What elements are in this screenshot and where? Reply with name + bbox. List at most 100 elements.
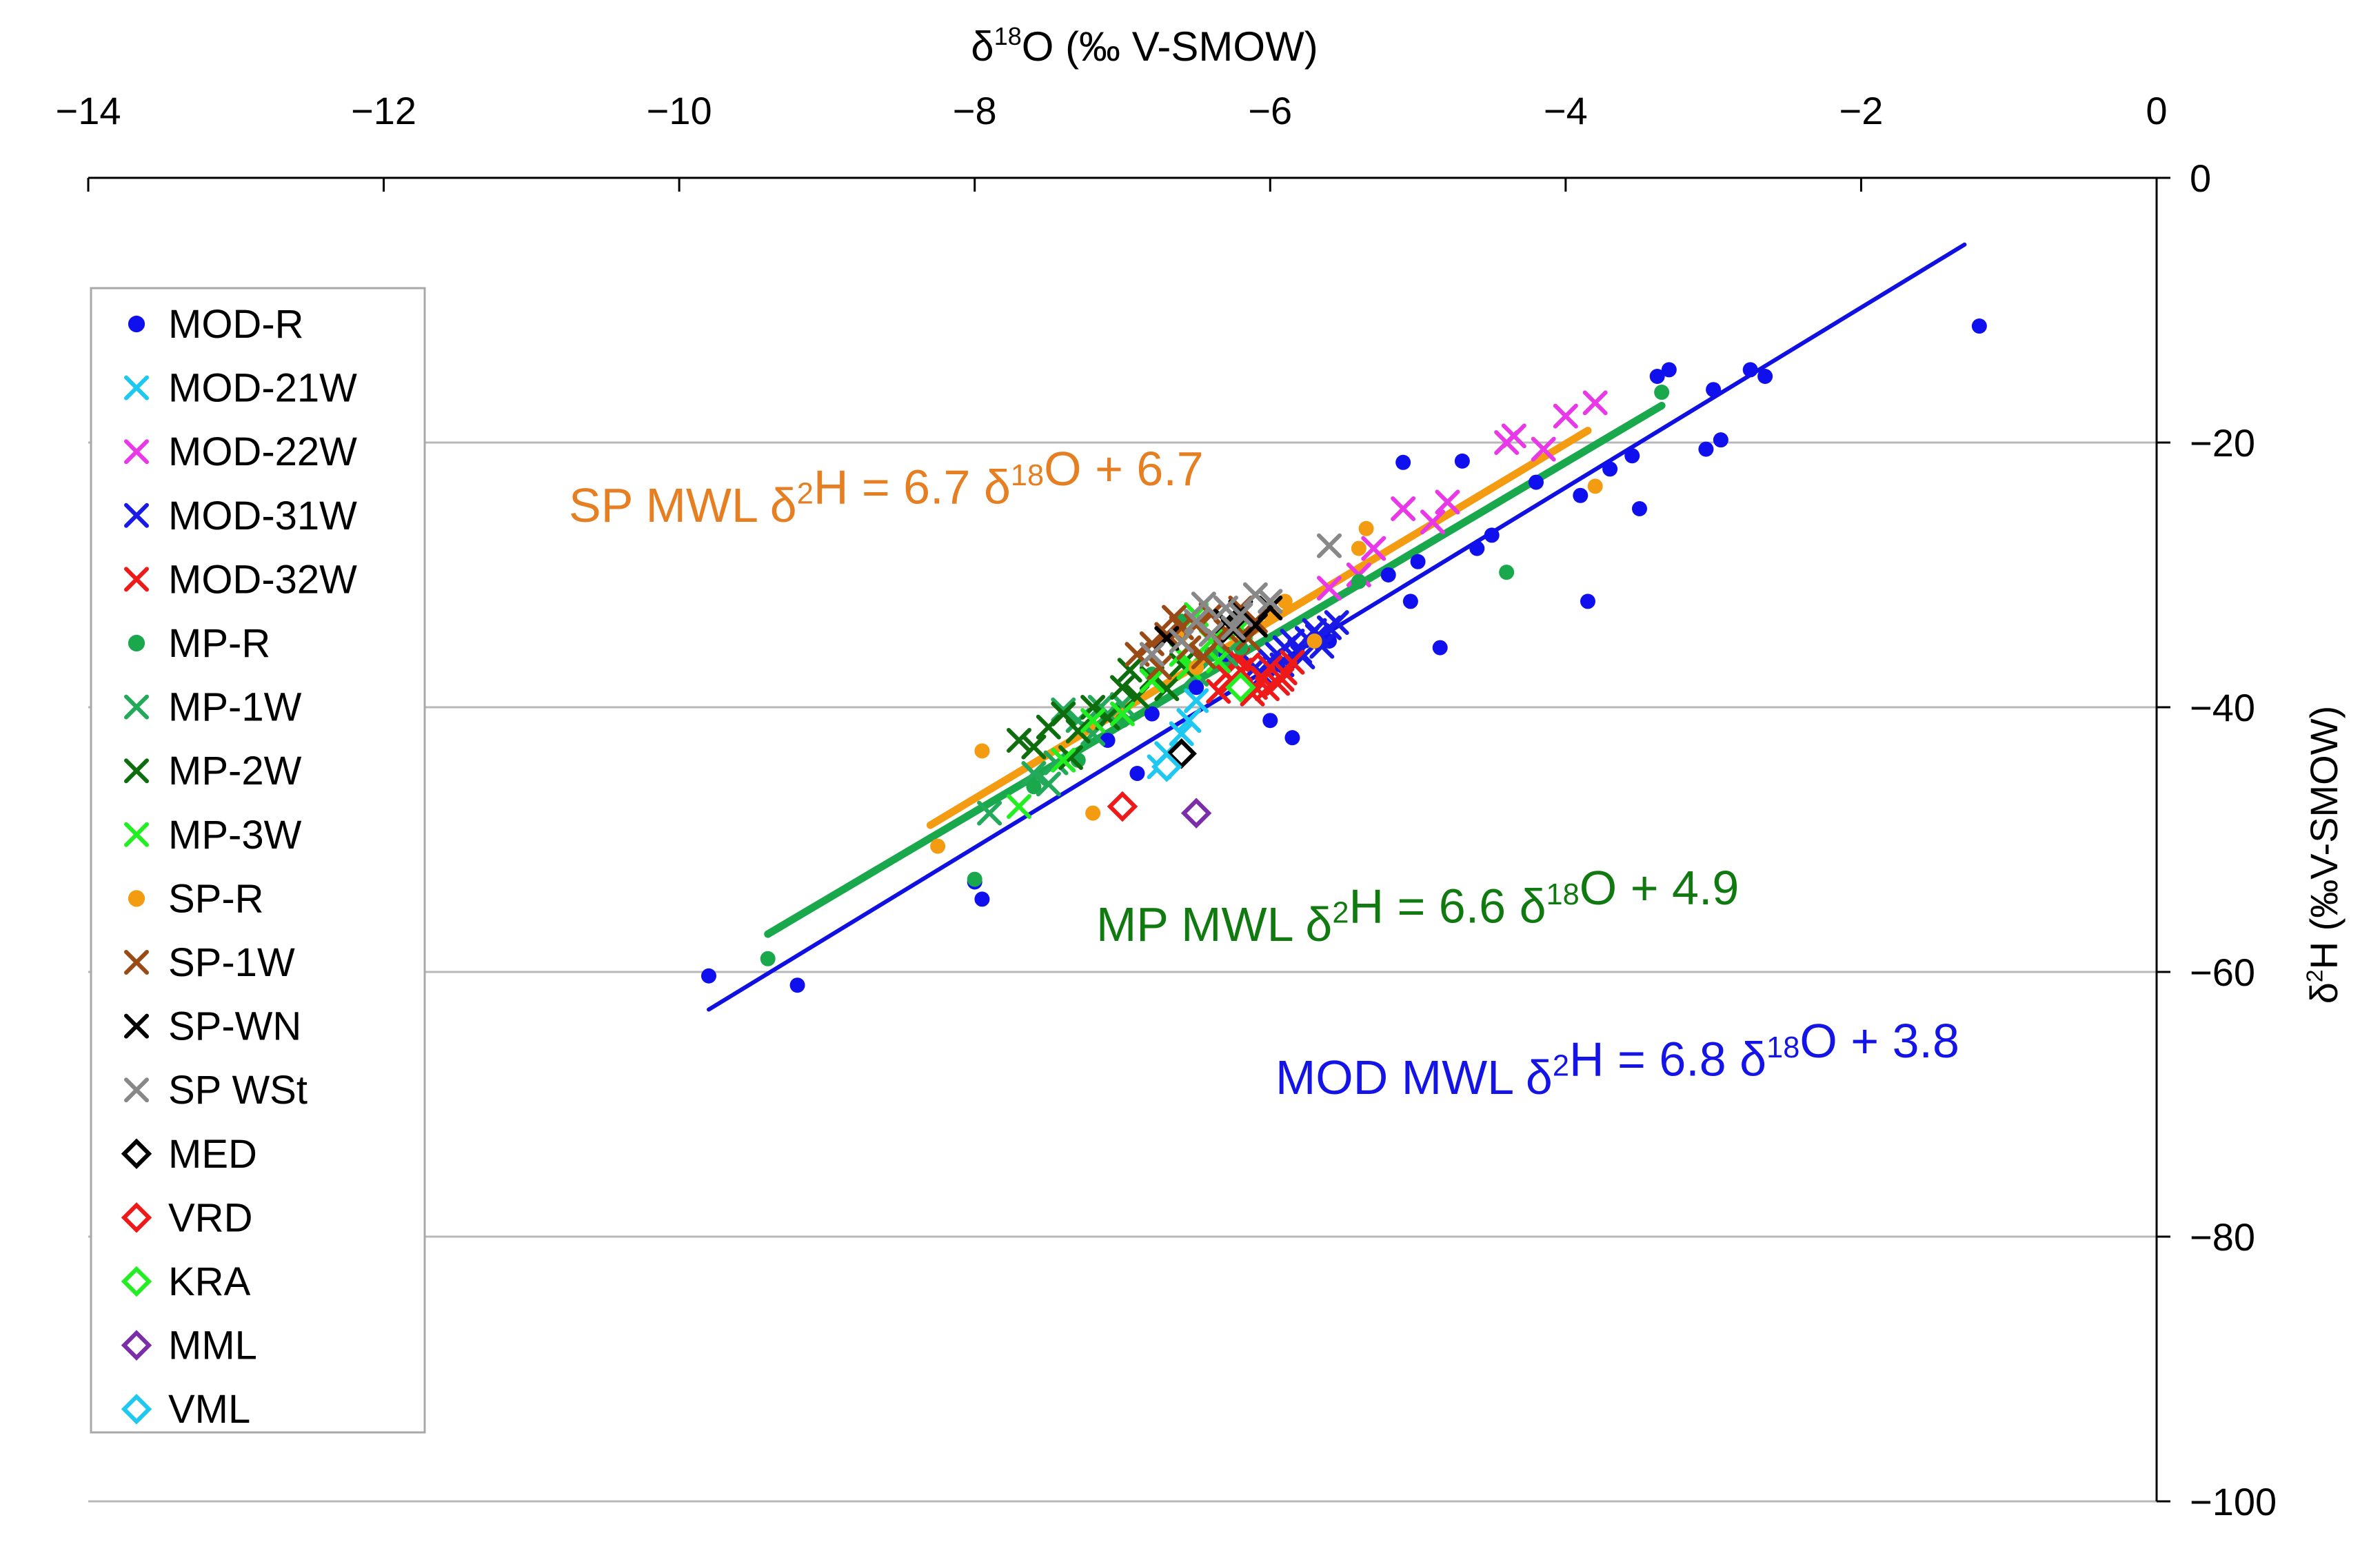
y-tick-label: −80 — [2190, 1215, 2255, 1259]
data-point-sp-1w — [1147, 655, 1172, 680]
legend-item-sp-1w: SP-1W — [124, 940, 295, 985]
data-point-sp-r — [1189, 660, 1204, 676]
data-point-mod-r — [1189, 680, 1204, 696]
data-point-sp-wst — [1242, 582, 1268, 607]
legend-item-mp-r: MP-R — [128, 621, 270, 666]
regression-lines-layer — [707, 242, 1967, 1012]
data-point-mod-22w — [1582, 390, 1608, 416]
legend-label: MOD-22W — [168, 429, 357, 474]
data-point-sp-r — [1085, 805, 1101, 821]
data-point-mod-r — [1602, 461, 1618, 477]
data-point-mp-2w — [1058, 744, 1083, 770]
series-kra — [1225, 671, 1256, 703]
equation-annotation-mod-mwl: MOD MWL δ2H = 6.8 δ18O + 3.8 — [1275, 1014, 1959, 1104]
data-point-mod-22w — [1391, 496, 1416, 521]
data-point-mod-22w — [1553, 403, 1578, 429]
legend-label: MOD-31W — [168, 494, 357, 538]
legend-label: VML — [168, 1387, 250, 1432]
legend-marker-mod-21w — [124, 375, 149, 400]
x-tick-label: −12 — [351, 89, 416, 132]
data-point-mod-r — [1402, 594, 1418, 609]
data-point-sp-r — [1587, 478, 1603, 494]
legend-label: MP-R — [168, 621, 270, 666]
series-sp-wst — [1139, 533, 1342, 667]
legend-item-med: MED — [121, 1132, 257, 1177]
y-tick-label: −100 — [2190, 1480, 2277, 1523]
data-point-mod-r — [1713, 432, 1728, 448]
data-point-mod-r — [1454, 453, 1470, 469]
data-point-mod-32w — [1255, 676, 1280, 702]
x-tick-label: −14 — [56, 89, 121, 132]
data-point-mp-2w — [1169, 652, 1194, 678]
data-point-mod-22w — [1361, 536, 1386, 561]
data-point-sp-wst — [1317, 533, 1342, 558]
data-point-mod-r — [1661, 362, 1677, 378]
legend-marker-vrd — [121, 1202, 152, 1233]
data-point-sp-wst — [1258, 589, 1283, 614]
data-point-mp-3w — [1051, 747, 1076, 773]
data-point-mod-r — [1144, 706, 1160, 722]
data-point-mp-r — [1654, 385, 1670, 400]
annotation-layer: SP MWL δ2H = 6.7 δ18O + 6.7 MP MWL δ2H = … — [569, 442, 1959, 1104]
data-point-sp-r — [930, 838, 946, 854]
data-point-mod-r — [1757, 369, 1773, 384]
data-point-mp-3w — [1080, 708, 1106, 733]
data-points-layer — [701, 318, 1987, 993]
x-tick-label: −6 — [1248, 89, 1292, 132]
data-point-sp-r — [1307, 633, 1322, 649]
legend-label: VRD — [168, 1195, 252, 1240]
legend-marker-mp-2w — [124, 758, 149, 784]
data-point-mod-r — [1971, 318, 1987, 334]
data-point-sp-r — [974, 743, 990, 759]
data-point-mp-2w — [1065, 718, 1091, 744]
legend-label: SP-1W — [168, 940, 295, 985]
data-point-mod-22w — [1501, 423, 1526, 449]
legend-label: KRA — [168, 1259, 251, 1304]
data-point-mod-r — [1706, 382, 1722, 398]
data-point-kra — [1225, 671, 1256, 703]
legend-marker-kra — [121, 1266, 152, 1297]
data-point-mod-21w — [1176, 708, 1202, 733]
legend-label: MED — [168, 1132, 257, 1177]
legend-label: SP WSt — [168, 1068, 307, 1113]
data-point-mp-1w — [1087, 695, 1113, 720]
legend-marker-sp-wn — [124, 1013, 149, 1039]
legend-marker-mod-32w — [124, 567, 149, 592]
data-point-mod-r — [1395, 454, 1411, 470]
data-point-mod-r — [1580, 594, 1595, 609]
data-point-mod-31w — [1324, 610, 1349, 636]
data-point-mod-r — [1129, 766, 1145, 781]
series-vml — [1151, 751, 1182, 782]
legend-item-sp-r: SP-R — [128, 876, 264, 921]
legend-item-mp-3w: MP-3W — [124, 813, 302, 858]
data-point-sp-wst — [1220, 615, 1246, 640]
legend-item-mod-r: MOD-R — [128, 302, 304, 347]
legend-item-vml: VML — [121, 1387, 250, 1432]
data-point-vrd — [1107, 791, 1138, 822]
data-point-mp-3w — [1139, 668, 1164, 693]
data-point-mp-1w — [977, 800, 1002, 826]
regression-line-mod-mwl — [707, 242, 1967, 1012]
data-point-mod-r — [974, 891, 990, 907]
data-point-mp-3w — [1007, 794, 1031, 819]
series-mod-r — [701, 318, 1987, 993]
x-axis-title: δ18O (‰ V-SMOW) — [971, 22, 1318, 70]
legend-marker-sp-r — [128, 890, 145, 907]
legend-item-mod-31w: MOD-31W — [124, 494, 357, 538]
legend-item-sp-wst: SP WSt — [124, 1068, 307, 1113]
data-point-mp-3w — [1206, 648, 1231, 673]
series-mml — [1180, 798, 1212, 829]
data-point-mod-r — [1484, 527, 1500, 543]
data-point-mml — [1180, 798, 1212, 829]
data-point-mod-r — [1649, 369, 1665, 384]
data-point-mp-1w — [1021, 761, 1047, 786]
legend-item-mod-22w: MOD-22W — [124, 429, 357, 474]
data-point-mp-2w — [1021, 734, 1047, 760]
legend-marker-mml — [121, 1330, 152, 1361]
data-point-mod-r — [1742, 362, 1758, 378]
legend-label: MOD-21W — [168, 366, 357, 411]
y-tick-label: −20 — [2190, 421, 2255, 465]
data-point-mod-r — [1698, 441, 1714, 457]
data-point-mod-r — [789, 977, 805, 993]
